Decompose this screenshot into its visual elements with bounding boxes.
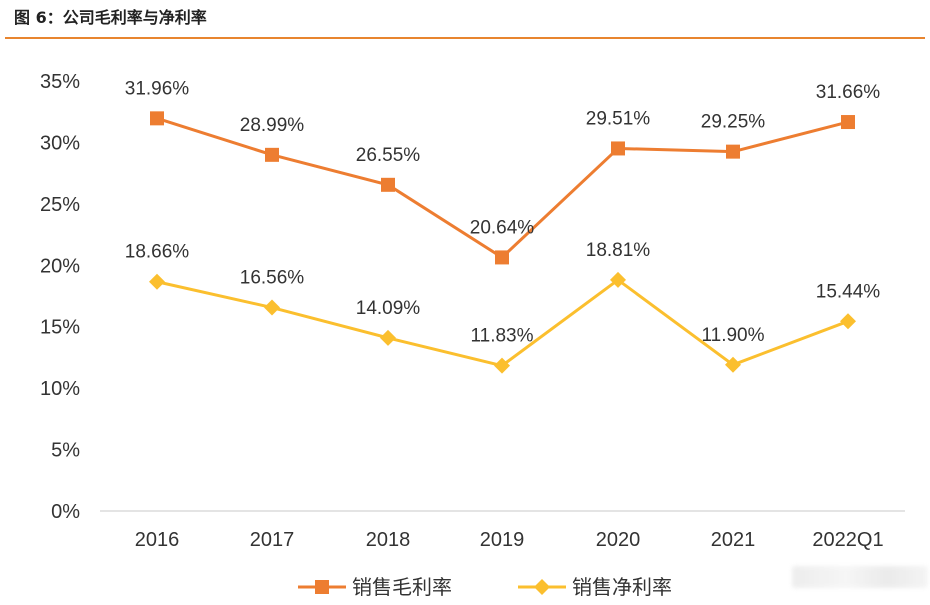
y-tick-label: 5% [51,440,80,462]
data-point [610,271,626,288]
y-tick-label: 0% [51,501,80,523]
data-label: 31.96% [125,78,190,99]
x-tick-label: 2018 [366,529,411,551]
series-line-2 [156,278,849,368]
legend-marker [315,580,329,594]
y-tick-label: 25% [40,194,80,216]
data-label: 29.25% [701,112,766,133]
data-point [841,115,855,130]
data-label: 11.90% [701,325,764,346]
data-label: 14.09% [356,298,421,319]
data-point [840,313,856,330]
figure-title: 图 6：公司毛利率与净利率 [14,8,207,27]
y-tick-label: 15% [40,317,80,339]
data-label: 18.66% [125,242,190,263]
data-point [726,144,740,159]
data-point [495,250,509,265]
x-tick-label: 2020 [596,529,641,551]
data-label: 26.55% [356,145,421,166]
y-tick-label: 10% [40,378,80,400]
x-tick-label: 2019 [480,529,525,551]
data-point [149,273,165,290]
data-label: 20.64% [470,217,535,238]
data-point [381,177,395,192]
y-tick-label: 35% [40,71,80,93]
data-point [264,299,280,316]
data-label: 11.83% [470,326,533,347]
data-label: 28.99% [240,115,305,136]
x-tick-label: 2022Q1 [812,529,883,551]
data-point [380,329,396,346]
y-tick-label: 20% [40,255,80,277]
data-label: 29.51% [586,108,651,129]
data-label: 18.81% [586,240,651,261]
data-point [611,141,625,156]
x-tick-label: 2021 [711,529,756,551]
y-tick-label: 30% [40,132,80,154]
x-tick-label: 2017 [250,529,295,551]
legend-marker [534,579,550,595]
data-point [150,111,164,126]
data-point [494,357,510,374]
legend-label: 销售毛利率 [352,575,452,599]
title-divider [5,37,925,39]
legend-label: 销售净利率 [572,575,672,599]
data-label: 31.66% [816,82,881,103]
x-tick-label: 2016 [135,529,180,551]
data-point [265,147,279,162]
data-point [725,356,741,373]
watermark [792,566,928,588]
data-label: 16.56% [240,268,305,289]
data-label: 15.44% [816,281,881,302]
